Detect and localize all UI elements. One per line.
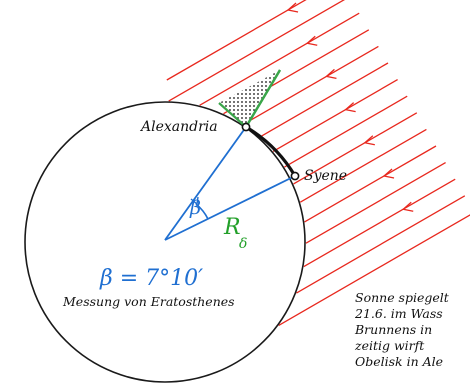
sun-rays bbox=[166, 0, 470, 326]
sun-ray bbox=[272, 79, 398, 153]
radius-sub-label: δ bbox=[239, 236, 247, 252]
formula-label: β = 7°10′ bbox=[99, 266, 203, 291]
ray-arrow-icon bbox=[382, 168, 395, 179]
ray-arrow-icon bbox=[344, 102, 356, 113]
note-line: 21.6. im Wass bbox=[355, 306, 443, 321]
sun-ray bbox=[166, 0, 307, 81]
note-line: Obelisk in Ale bbox=[355, 354, 444, 369]
note-line: zeitig wirft bbox=[355, 338, 425, 353]
ray-arrow-icon bbox=[325, 68, 337, 80]
radius-label: R bbox=[223, 215, 241, 240]
angle-arrow-icon bbox=[190, 196, 199, 206]
syene-marker bbox=[290, 171, 300, 181]
syene-label: Syene bbox=[304, 168, 347, 184]
ray-arrow-icon bbox=[286, 2, 299, 13]
sun-ray bbox=[284, 95, 408, 168]
radius-syene bbox=[164, 175, 296, 241]
ray-arrow-icon bbox=[401, 201, 414, 212]
sunlight-note: Sonne spiegelt 21.6. im Wass Brunnens in… bbox=[355, 290, 470, 370]
sun-ray bbox=[259, 62, 389, 138]
ray-arrow-icon bbox=[305, 35, 318, 46]
sun-ray bbox=[296, 195, 466, 294]
obelisk-shadow bbox=[219, 70, 280, 127]
sun-ray bbox=[278, 214, 470, 326]
alexandria-marker bbox=[241, 122, 251, 132]
sun-ray bbox=[293, 112, 418, 185]
obelisk bbox=[244, 69, 282, 128]
beta-label: β bbox=[189, 197, 201, 219]
ray-arrow-icon bbox=[363, 135, 375, 146]
alexandria-label: Alexandria bbox=[139, 119, 218, 135]
radius-alexandria bbox=[164, 126, 247, 241]
note-line: Brunnens in bbox=[355, 322, 433, 337]
sun-ray bbox=[303, 178, 456, 268]
sun-ray bbox=[199, 12, 360, 106]
caption-label: Messung von Eratosthenes bbox=[62, 294, 235, 309]
earth-circle bbox=[24, 101, 306, 383]
note-line: Sonne spiegelt bbox=[355, 290, 449, 305]
alexandria-syene-arc bbox=[245, 125, 297, 177]
sun-ray bbox=[304, 145, 437, 223]
sun-ray bbox=[299, 128, 427, 203]
sun-ray bbox=[242, 45, 379, 126]
sun-ray bbox=[305, 162, 446, 244]
sun-ray bbox=[168, 0, 346, 102]
